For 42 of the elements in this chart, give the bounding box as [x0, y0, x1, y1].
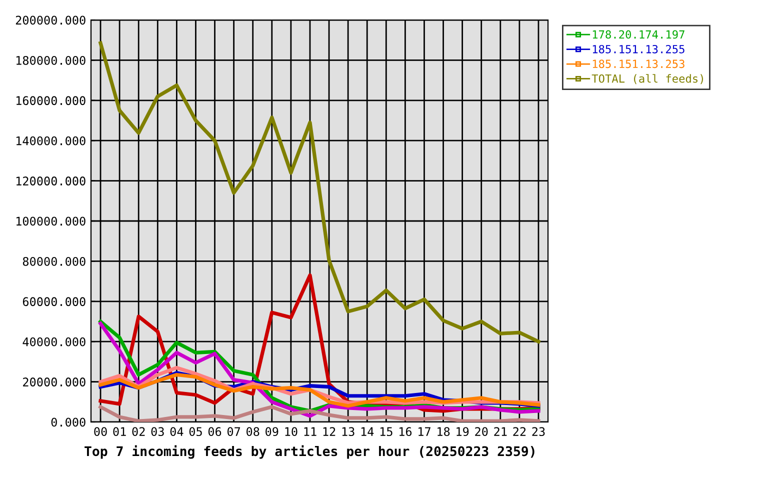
x-tick-label: 06 — [208, 427, 222, 436]
legend-label: 185.151.13.253 — [592, 60, 684, 68]
y-tick-label: 180000.000 — [16, 56, 86, 65]
y-tick-label: 60000.000 — [22, 297, 86, 306]
x-tick-label: 07 — [227, 427, 240, 436]
legend-label: TOTAL (all feeds) — [592, 74, 703, 84]
x-tick-label: 12 — [323, 427, 336, 436]
x-tick-label: 04 — [170, 427, 184, 436]
y-tick-label: 200000.000 — [16, 16, 86, 25]
text: Top 7 incoming feeds by articles per hour (20250223 2359) — [84, 445, 534, 459]
y-tick-label: 140000.000 — [16, 136, 86, 146]
x-tick-label: 17 — [418, 427, 430, 436]
x-tick-label: 16 — [400, 427, 412, 436]
x-tick-label: 00 — [94, 427, 107, 436]
x-tick-label: 13 — [342, 427, 354, 436]
y-tick-label: 0.000 — [51, 418, 86, 427]
x-tick-label: 09 — [266, 427, 278, 436]
x-tick-label: 02 — [132, 427, 145, 436]
x-tick-label: 19 — [456, 427, 469, 436]
y-tick-label: 40000.000 — [22, 337, 86, 346]
x-tick-label: 14 — [361, 427, 374, 436]
x-tick-label: 10 — [285, 427, 298, 436]
line-series — [98, 405, 540, 422]
y-tick-label: 100000.000 — [16, 216, 86, 226]
x-tick-label: 23 — [532, 427, 545, 436]
x-tick-label: 20 — [475, 427, 488, 436]
x-tick-label: 18 — [438, 427, 450, 436]
x-tick-label: 03 — [151, 427, 164, 436]
x-tick-label: 05 — [189, 427, 202, 436]
y-tick-label: 120000.000 — [16, 176, 86, 186]
legend-label: 178.20.174.197 — [592, 30, 684, 39]
x-tick-label: 22 — [513, 427, 526, 436]
x-tick-label: 15 — [380, 427, 392, 436]
line-series — [98, 41, 540, 344]
x-tick-label: 11 — [304, 427, 316, 436]
x-tick-label: 21 — [494, 427, 507, 436]
x-tick-label: 01 — [113, 427, 126, 436]
y-tick-label: 160000.000 — [16, 96, 86, 106]
legend-label: 185.151.13.255 — [592, 44, 684, 54]
y-tick-label: 20000.000 — [23, 378, 86, 386]
y-tick-label: 80000.000 — [22, 256, 86, 266]
x-tick-label: 08 — [246, 427, 260, 436]
